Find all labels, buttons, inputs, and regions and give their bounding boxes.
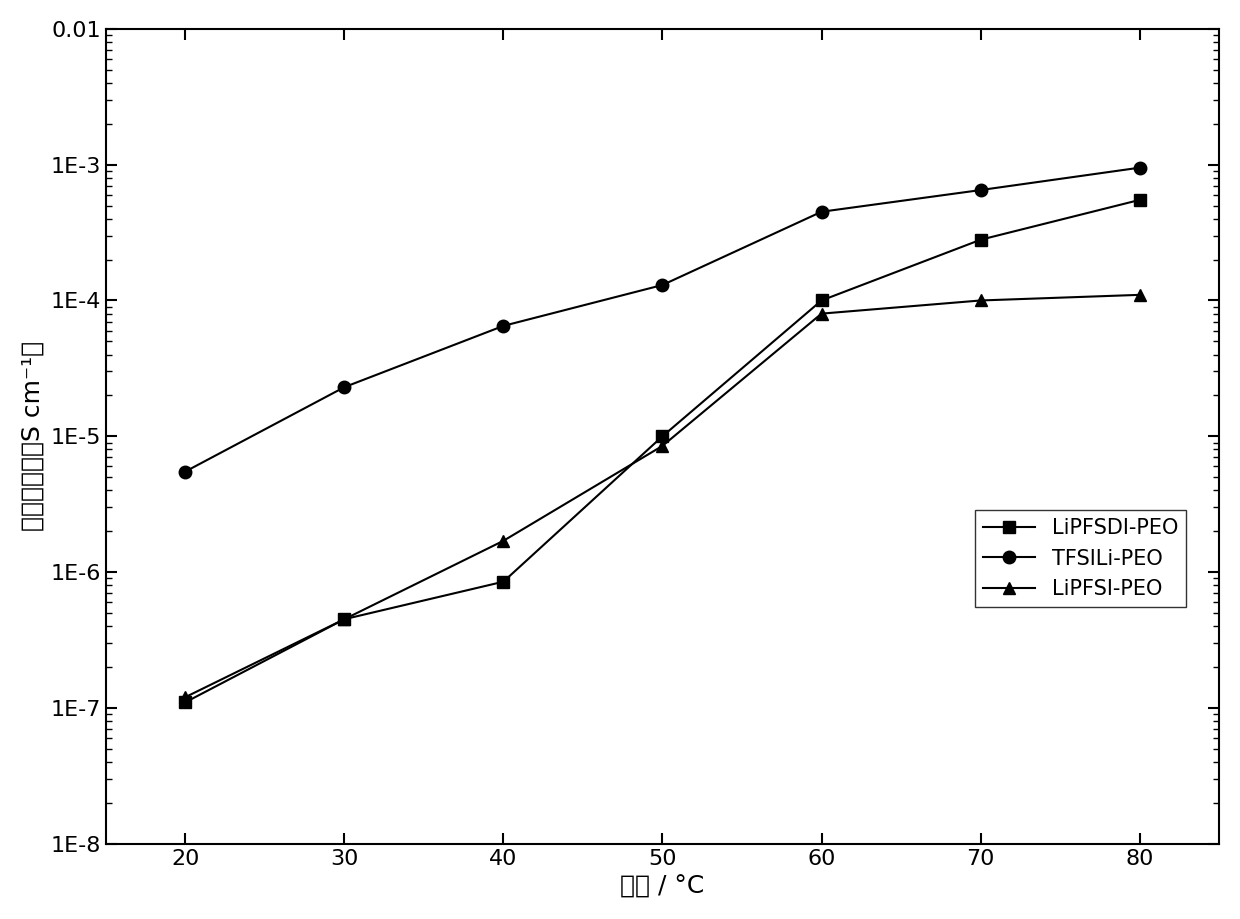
Line: TFSILi-PEO: TFSILi-PEO — [179, 162, 1146, 478]
Y-axis label: 离子电导率（S cm⁻¹）: 离子电导率（S cm⁻¹） — [21, 341, 45, 531]
LiPFSI-PEO — [655, 440, 670, 451]
LiPFSDI-PEO — [177, 697, 192, 708]
LiPFSDI-PEO — [973, 234, 988, 245]
LiPFSDI-PEO — [815, 295, 830, 306]
TFSILi-PEO — [1132, 162, 1147, 173]
TFSILi-PEO — [177, 466, 192, 477]
Line: LiPFSDI-PEO: LiPFSDI-PEO — [179, 194, 1146, 709]
LiPFSI-PEO — [496, 535, 511, 546]
Legend: LiPFSDI-PEO, TFSILi-PEO, LiPFSI-PEO: LiPFSDI-PEO, TFSILi-PEO, LiPFSI-PEO — [975, 510, 1187, 607]
LiPFSI-PEO — [815, 308, 830, 319]
TFSILi-PEO — [496, 321, 511, 332]
Line: LiPFSI-PEO: LiPFSI-PEO — [179, 289, 1146, 703]
LiPFSDI-PEO — [1132, 195, 1147, 206]
LiPFSI-PEO — [1132, 289, 1147, 301]
TFSILi-PEO — [973, 185, 988, 196]
TFSILi-PEO — [337, 381, 352, 392]
LiPFSI-PEO — [973, 295, 988, 306]
TFSILi-PEO — [655, 279, 670, 290]
X-axis label: 温度 / °C: 温度 / °C — [620, 874, 704, 898]
LiPFSDI-PEO — [655, 431, 670, 442]
LiPFSI-PEO — [337, 614, 352, 625]
TFSILi-PEO — [815, 206, 830, 217]
LiPFSDI-PEO — [337, 614, 352, 625]
LiPFSDI-PEO — [496, 576, 511, 587]
LiPFSI-PEO — [177, 692, 192, 703]
